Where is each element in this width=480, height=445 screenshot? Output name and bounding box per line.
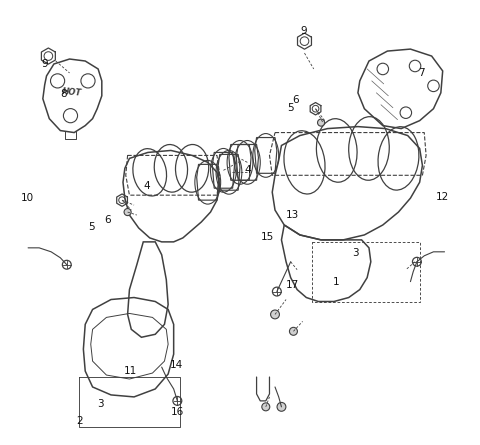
Text: 15: 15 xyxy=(261,232,274,242)
Text: 16: 16 xyxy=(170,407,184,417)
Circle shape xyxy=(277,402,286,411)
Circle shape xyxy=(124,209,131,216)
Text: 12: 12 xyxy=(436,192,449,202)
Text: 9: 9 xyxy=(41,59,48,69)
Text: 13: 13 xyxy=(286,210,299,219)
Circle shape xyxy=(173,396,182,405)
Text: 17: 17 xyxy=(286,280,299,290)
Text: 9: 9 xyxy=(300,26,307,36)
Text: 4: 4 xyxy=(144,181,150,191)
Text: 4: 4 xyxy=(245,166,251,175)
Circle shape xyxy=(318,119,324,126)
Text: 3: 3 xyxy=(97,399,104,409)
Text: 11: 11 xyxy=(124,366,137,376)
Circle shape xyxy=(289,328,298,335)
Text: 1: 1 xyxy=(333,277,340,287)
Text: 10: 10 xyxy=(21,193,34,203)
Circle shape xyxy=(62,260,71,269)
Text: 3: 3 xyxy=(352,248,358,259)
Text: 14: 14 xyxy=(170,360,183,370)
Text: 2: 2 xyxy=(77,416,83,425)
Circle shape xyxy=(412,257,421,266)
Text: HOT: HOT xyxy=(62,88,83,98)
Circle shape xyxy=(273,287,281,296)
Text: 8: 8 xyxy=(60,89,66,99)
Circle shape xyxy=(271,310,279,319)
Text: 5: 5 xyxy=(287,102,294,113)
Text: 6: 6 xyxy=(292,94,299,105)
Text: 7: 7 xyxy=(418,68,425,78)
Text: 5: 5 xyxy=(88,222,95,232)
Circle shape xyxy=(262,403,270,411)
Text: 6: 6 xyxy=(104,215,111,225)
